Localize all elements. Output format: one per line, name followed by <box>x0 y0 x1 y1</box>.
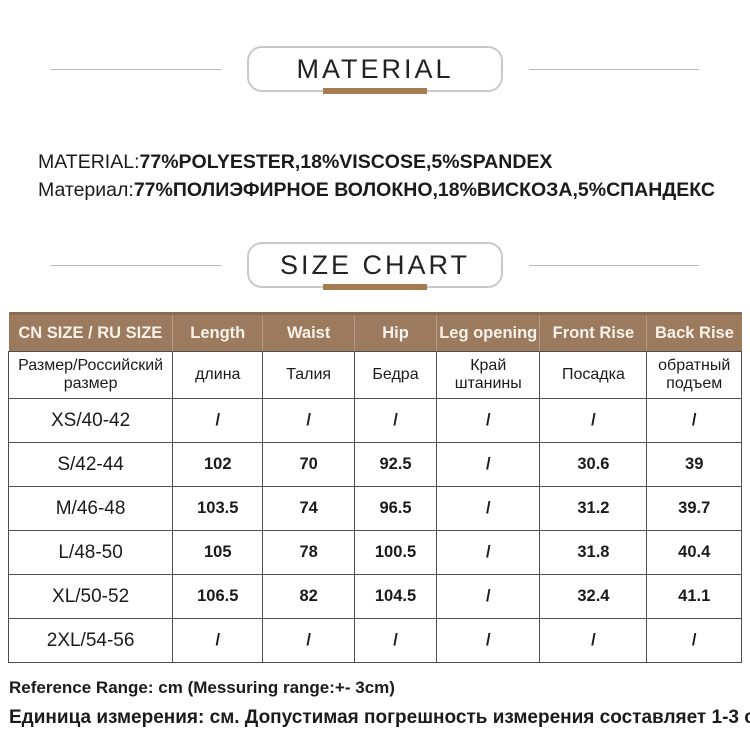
value-cell: / <box>353 618 438 663</box>
value-cell: 74 <box>262 486 355 531</box>
value-cell: 102 <box>172 442 264 487</box>
table-row-m: M/46-48 103.5 74 96.5 / 31.2 39.7 <box>7 486 742 531</box>
value-cell: 40.4 <box>646 530 742 575</box>
value-cell: 31.2 <box>539 486 648 531</box>
material-value-ru: 77%ПОЛИЭФИРНОЕ ВОЛОКНО,18%ВИСКОЗА,5%СПАН… <box>133 179 715 201</box>
decorative-line-left <box>51 68 221 70</box>
column-header-front-rise: Front Rise <box>539 312 647 352</box>
value-cell: / <box>172 398 264 443</box>
table-header-row: CN SIZE / RU SIZE Length Waist Hip Leg o… <box>8 312 742 352</box>
value-cell: 32.4 <box>539 574 648 619</box>
value-cell: / <box>539 618 648 663</box>
badge-underline-bar <box>323 284 427 290</box>
value-cell: 39 <box>646 442 742 487</box>
material-label-ru: Материал: <box>38 179 134 201</box>
value-cell: 105 <box>172 530 264 575</box>
size-label: S/42-44 <box>7 442 174 487</box>
ru-header-size: Размер/Российский размер <box>7 351 174 399</box>
size-label: XL/50-52 <box>7 574 174 619</box>
value-cell: / <box>353 398 438 443</box>
size-chart-badge: SIZE CHART <box>247 242 503 290</box>
material-label-en: MATERIAL: <box>38 151 140 173</box>
column-header-waist: Waist <box>262 312 355 352</box>
ru-header-hip: Бедра <box>353 351 438 399</box>
column-header-length: Length <box>172 312 263 352</box>
value-cell: 70 <box>262 442 355 487</box>
size-chart-badge-label: SIZE CHART <box>279 249 471 280</box>
table-subheader-row-ru: Размер/Российский размер длина Талия Бед… <box>7 351 742 399</box>
material-value-en: 77%POLYESTER,18%VISCOSE,5%SPANDEX <box>139 151 553 173</box>
reference-range-note-en: Reference Range: cm (Messuring range:+- … <box>9 678 395 697</box>
ru-header-length: длина <box>172 351 264 399</box>
value-cell: / <box>436 442 541 487</box>
value-cell: / <box>436 398 541 443</box>
table-row-2xl: 2XL/54-56 / / / / / / <box>7 618 742 663</box>
value-cell: / <box>646 618 742 663</box>
material-composition-en: MATERIAL:77%POLYESTER,18%VISCOSE,5%SPAND… <box>38 148 750 176</box>
decorative-line-left <box>51 264 221 266</box>
ru-header-waist: Талия <box>262 351 355 399</box>
value-cell: / <box>262 618 355 663</box>
measurement-notes: Reference Range: cm (Messuring range:+- … <box>9 678 750 729</box>
material-section-header: MATERIAL <box>0 0 750 94</box>
value-cell: / <box>436 618 541 663</box>
value-cell: / <box>436 486 541 531</box>
reference-range-note-ru: Единица измерения: см. Допустимая погреш… <box>9 707 750 728</box>
value-cell: 103.5 <box>172 486 264 531</box>
size-label: M/46-48 <box>7 486 174 531</box>
table-row-xl: XL/50-52 106.5 82 104.5 / 32.4 41.1 <box>7 574 742 619</box>
size-label: XS/40-42 <box>7 398 174 443</box>
decorative-line-right <box>529 264 699 266</box>
value-cell: 30.6 <box>539 442 648 487</box>
column-header-leg-opening: Leg opening <box>436 312 540 352</box>
value-cell: / <box>262 398 355 443</box>
column-header-back-rise: Back Rise <box>646 312 742 352</box>
value-cell: 31.8 <box>539 530 648 575</box>
size-label: L/48-50 <box>7 530 174 575</box>
value-cell: 100.5 <box>353 530 438 575</box>
column-header-hip: Hip <box>353 312 437 352</box>
material-composition: MATERIAL:77%POLYESTER,18%VISCOSE,5%SPAND… <box>38 148 750 204</box>
value-cell: 82 <box>262 574 355 619</box>
value-cell: / <box>436 574 541 619</box>
value-cell: 104.5 <box>353 574 438 619</box>
value-cell: 96.5 <box>353 486 438 531</box>
table-row-l: L/48-50 105 78 100.5 / 31.8 40.4 <box>7 530 742 575</box>
table-row-xs: XS/40-42 / / / / / / <box>7 398 742 443</box>
value-cell: / <box>172 618 264 663</box>
value-cell: 92.5 <box>353 442 438 487</box>
table-row-s: S/42-44 102 70 92.5 / 30.6 39 <box>7 442 742 487</box>
value-cell: 39.7 <box>646 486 742 531</box>
size-chart-table: CN SIZE / RU SIZE Length Waist Hip Leg o… <box>7 312 742 663</box>
value-cell: 78 <box>262 530 355 575</box>
ru-header-front-rise: Посадка <box>539 351 648 399</box>
material-composition-ru: Материал:77%ПОЛИЭФИРНОЕ ВОЛОКНО,18%ВИСКО… <box>38 176 750 204</box>
ru-header-back-rise: обратный подъем <box>646 351 742 399</box>
decorative-line-right <box>529 68 699 70</box>
badge-underline-bar <box>323 88 427 94</box>
material-badge: MATERIAL <box>247 46 503 94</box>
value-cell: 106.5 <box>172 574 264 619</box>
value-cell: / <box>539 398 648 443</box>
size-chart-section-header: SIZE CHART <box>0 242 750 290</box>
column-header-size: CN SIZE / RU SIZE <box>8 312 173 352</box>
ru-header-leg-opening: Край штанины <box>436 351 541 399</box>
value-cell: 41.1 <box>646 574 742 619</box>
value-cell: / <box>436 530 541 575</box>
value-cell: / <box>646 398 742 443</box>
material-badge-label: MATERIAL <box>296 53 454 84</box>
size-label: 2XL/54-56 <box>7 618 174 663</box>
